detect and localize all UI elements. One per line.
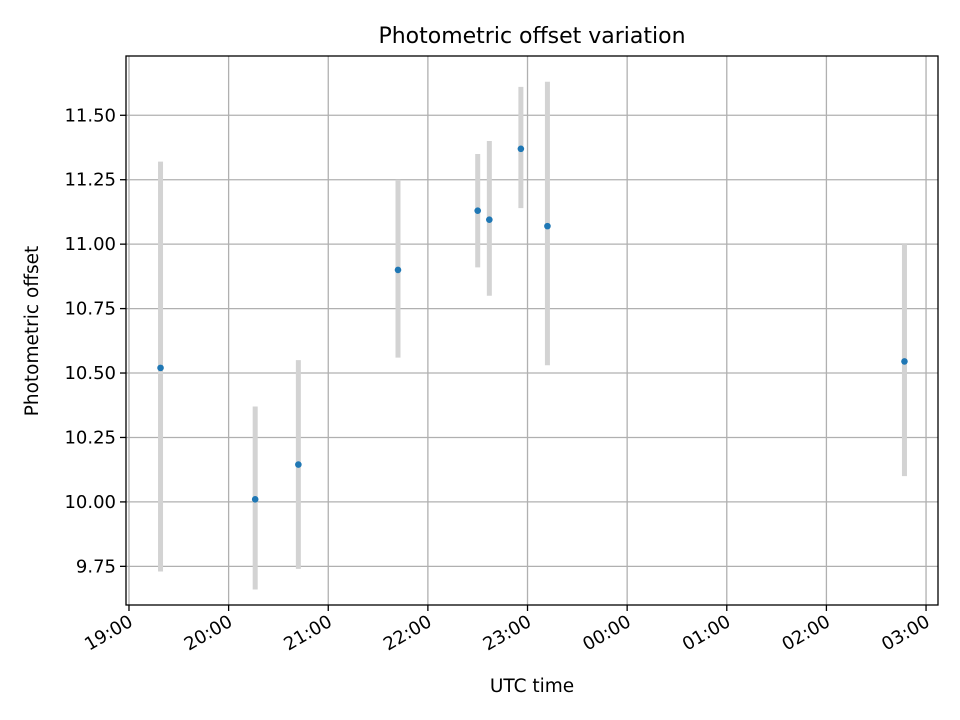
- y-tick-label: 10.50: [64, 363, 116, 384]
- y-tick-label: 10.00: [64, 492, 116, 513]
- data-point: [486, 216, 493, 223]
- y-tick-label: 9.75: [76, 556, 116, 577]
- data-points: [157, 145, 908, 503]
- x-axis-label: UTC time: [490, 676, 574, 697]
- x-tick-label: 01:00: [679, 611, 734, 655]
- x-tick-label: 20:00: [181, 611, 236, 655]
- data-point: [901, 358, 908, 365]
- x-tick-label: 19:00: [81, 611, 136, 655]
- y-tick-label: 11.00: [64, 234, 116, 255]
- data-point: [394, 266, 402, 274]
- x-axis-ticks: 19:00 20:00 21:00 22:00 23:00 00:00 01:00 02:00…: [81, 605, 934, 655]
- data-point: [157, 364, 164, 372]
- x-tick-label: 21:00: [280, 611, 335, 655]
- x-tick-label: 03:00: [878, 611, 933, 655]
- x-tick-label: 22:00: [380, 611, 435, 655]
- y-tick-label: 11.25: [64, 170, 116, 191]
- data-point: [544, 222, 551, 230]
- data-point: [251, 496, 259, 503]
- data-point: [295, 461, 302, 468]
- y-tick-label: 11.50: [64, 105, 116, 126]
- error-bars: [158, 81, 907, 590]
- chart-title: Photometric offset variation: [378, 24, 685, 49]
- x-tick-label: 00:00: [579, 611, 634, 655]
- grid: [126, 56, 938, 605]
- x-tick-label: 23:00: [480, 611, 535, 655]
- data-point: [517, 145, 525, 153]
- y-axis-label: Photometric offset: [22, 246, 43, 417]
- x-tick-label: 02:00: [778, 611, 833, 655]
- y-axis-ticks: 9.75 10.00 10.25 10.50 10.75 11.00 11.25 11.50: [64, 105, 126, 577]
- plot-area-frame: [125, 55, 939, 606]
- y-tick-label: 10.25: [64, 427, 116, 448]
- y-tick-label: 10.75: [64, 299, 116, 320]
- data-point: [474, 207, 482, 214]
